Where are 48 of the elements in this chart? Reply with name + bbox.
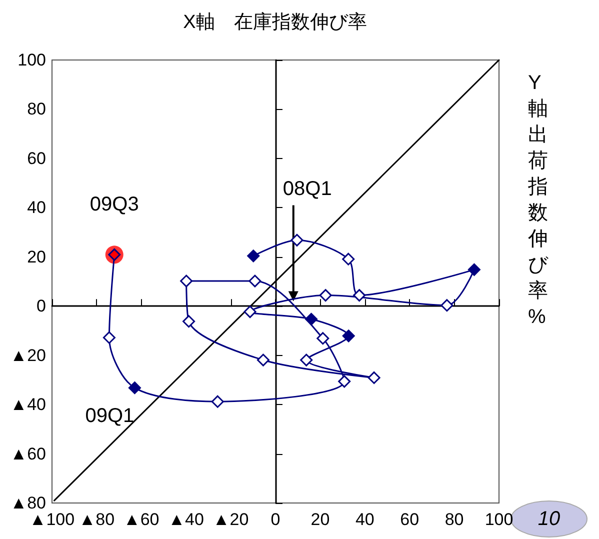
point bbox=[102, 331, 116, 344]
text: Y軸出荷指数伸び率% bbox=[528, 72, 548, 328]
point bbox=[182, 315, 196, 328]
y-tick-label: ▲60 bbox=[10, 444, 46, 464]
chart-title: X軸 在庫指数伸び率 bbox=[183, 11, 367, 33]
y-tick-label: 60 bbox=[27, 148, 46, 168]
y-tick-label: 100 bbox=[18, 50, 46, 70]
annotation: 09Q3 bbox=[90, 194, 139, 216]
point bbox=[368, 371, 380, 384]
point bbox=[440, 299, 454, 312]
x-tick-label: ▲20 bbox=[212, 510, 249, 529]
point bbox=[247, 250, 260, 262]
y-tick-label: 40 bbox=[27, 198, 46, 218]
point bbox=[338, 375, 351, 388]
x-tick-label: 0 bbox=[270, 510, 280, 529]
point bbox=[319, 289, 332, 302]
point bbox=[316, 332, 330, 345]
y-tick-label: 80 bbox=[27, 100, 46, 119]
y-tick-label: ▲20 bbox=[10, 346, 46, 365]
x-tick-label: ▲60 bbox=[124, 510, 160, 529]
y-tick-label: ▲80 bbox=[10, 494, 46, 512]
point bbox=[342, 252, 355, 266]
point bbox=[305, 312, 318, 326]
point bbox=[248, 274, 262, 288]
point bbox=[353, 289, 366, 302]
y-tick-label: ▲40 bbox=[10, 395, 46, 414]
annotation: 09Q1 bbox=[85, 404, 134, 427]
x-tick-label: 40 bbox=[355, 510, 374, 529]
point bbox=[300, 354, 313, 366]
point bbox=[211, 395, 224, 408]
text: 10 bbox=[538, 508, 560, 530]
point bbox=[290, 234, 304, 246]
y-tick-label: 20 bbox=[27, 247, 46, 266]
annotation: 08Q1 bbox=[282, 178, 332, 200]
point bbox=[244, 306, 256, 318]
x-tick-label: 100 bbox=[484, 510, 514, 529]
point bbox=[342, 330, 355, 342]
x-tick-label: 80 bbox=[444, 510, 464, 529]
x-tick-label: ▲80 bbox=[78, 510, 115, 529]
x-tick-label: 20 bbox=[310, 510, 330, 529]
point bbox=[468, 263, 480, 276]
point bbox=[256, 354, 270, 366]
y-tick-label: 0 bbox=[36, 296, 46, 316]
x-tick-label: ▲100 bbox=[29, 510, 75, 529]
point bbox=[180, 274, 193, 288]
point bbox=[128, 382, 141, 394]
x-tick-label: 60 bbox=[400, 510, 420, 529]
x-tick-label: ▲40 bbox=[168, 510, 204, 529]
